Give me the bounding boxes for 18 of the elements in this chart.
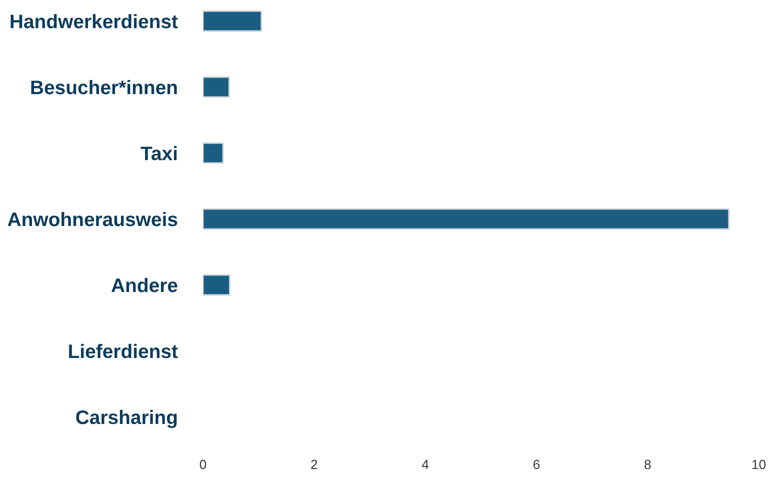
x-tick-label: 10 (752, 460, 766, 470)
bar (202, 142, 224, 164)
bar (202, 76, 230, 98)
x-tick-label: 0 (200, 460, 206, 470)
y-tick-label: Andere (111, 278, 178, 292)
x-tick-label: 2 (311, 460, 318, 470)
bar (202, 274, 230, 296)
bar (202, 10, 262, 32)
y-tick-label: Handwerkerdienst (10, 14, 178, 28)
x-tick-label: 6 (533, 460, 540, 470)
x-tick-label: 8 (644, 460, 651, 470)
y-tick-label: Carsharing (76, 410, 177, 428)
x-tick-label: 4 (422, 460, 429, 470)
y-tick-label: Taxi (140, 146, 177, 160)
y-tick-label: Anwohnerausweis (8, 212, 178, 226)
y-tick-label: Lieferdienst (69, 344, 178, 358)
y-tick-label: Besucher*innen (31, 80, 177, 94)
bar (202, 208, 730, 230)
